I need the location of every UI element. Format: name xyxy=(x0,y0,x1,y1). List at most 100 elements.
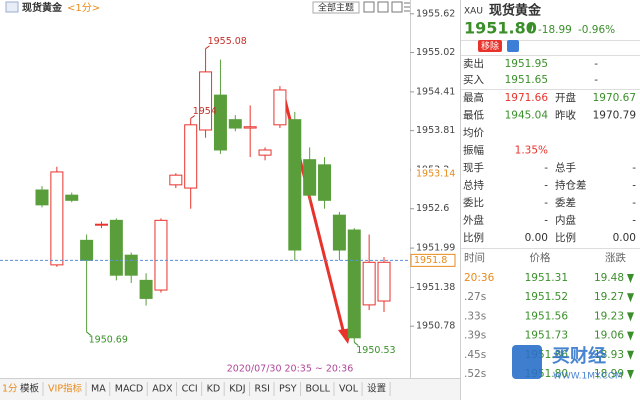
quote-label: 最低 xyxy=(463,109,484,122)
candle-body xyxy=(50,171,64,266)
y-tick-label: 1950.78 xyxy=(416,321,455,332)
icon-settings[interactable] xyxy=(391,1,403,13)
remove-button[interactable] xyxy=(478,40,502,52)
trade-cell: 19.06 xyxy=(594,330,624,342)
alert-button[interactable] xyxy=(507,40,519,52)
trade-down-arrow xyxy=(627,350,634,360)
toolbar-item[interactable]: MA xyxy=(91,384,106,395)
toolbar-period[interactable]: 1分 xyxy=(2,384,18,395)
trades-header: 涨跌 xyxy=(605,251,626,264)
y-tick-label: 1953.81 xyxy=(416,125,455,136)
quote-label: 委比 xyxy=(463,196,484,209)
icon-logo xyxy=(5,1,19,13)
candle-body xyxy=(273,89,287,126)
trade-down-arrow xyxy=(627,331,634,341)
extreme-label: 1950.69 xyxy=(89,334,128,345)
quote-label: 买入 xyxy=(463,74,484,86)
toolbar-item[interactable]: CCI xyxy=(182,384,198,395)
quote-value: 1951.65 xyxy=(505,74,548,86)
toolbar-item[interactable]: MACD xyxy=(115,384,143,395)
change-pct: -0.96% xyxy=(578,24,615,36)
theme-button-label[interactable]: 全部主题 xyxy=(318,2,354,14)
remove-button-label[interactable]: 移除 xyxy=(481,40,499,52)
quote-label: 持仓差 xyxy=(555,179,587,192)
toolbar-item[interactable]: KDJ xyxy=(229,384,245,395)
candle-body xyxy=(228,119,242,129)
toolbar-item[interactable]: 设置 xyxy=(367,384,386,395)
y-tick-label: 1951.38 xyxy=(416,282,455,293)
toolbar-item[interactable]: RSI xyxy=(255,384,270,395)
quote-label: 内盘 xyxy=(555,214,576,227)
toolbar-item[interactable]: 模板 xyxy=(20,383,40,395)
candle-body xyxy=(303,159,317,196)
candle-body xyxy=(213,94,227,151)
toolbar-item[interactable]: KD xyxy=(207,384,221,395)
watermark-brand: 买财经 xyxy=(552,345,606,367)
candle-body xyxy=(154,219,168,291)
candle-body xyxy=(332,214,346,251)
candle-body xyxy=(377,261,391,302)
quote-label: 卖出 xyxy=(463,57,484,70)
quote-value: 1970.67 xyxy=(593,92,636,104)
quote-value: - xyxy=(594,74,598,86)
quote-label: 开盘 xyxy=(555,91,576,104)
last-price-label: 1951.8 xyxy=(414,255,447,266)
trade-cell: 18.93 xyxy=(594,349,624,361)
extreme-label: 1955.08 xyxy=(208,36,247,47)
y-tick-label: 1955.62 xyxy=(416,8,455,19)
y-tick-label: 1952.6 xyxy=(416,203,449,214)
last-price-tag xyxy=(410,253,456,267)
trade-cell: 19.48 xyxy=(594,272,624,284)
quote-label: 振幅 xyxy=(463,144,484,157)
toolbar-item[interactable]: VOL xyxy=(339,384,359,395)
y-tick-label: 1954.41 xyxy=(416,86,455,97)
y-tick-label: 1951.99 xyxy=(416,243,455,254)
candle-body xyxy=(184,124,198,189)
candle-body xyxy=(243,126,257,129)
trade-cell: 18.99 xyxy=(594,368,624,380)
quote-label: 外盘 xyxy=(463,214,484,227)
quote-label: 总手 xyxy=(555,161,576,174)
extreme-leader xyxy=(86,331,91,336)
watermark-logo xyxy=(512,345,542,379)
down-arrow xyxy=(528,24,533,33)
icon-window[interactable] xyxy=(363,1,375,13)
trade-down-arrow xyxy=(627,312,634,322)
trade-cell: 19.23 xyxy=(594,310,624,322)
candle-body xyxy=(35,189,49,206)
quote-value: 0.00 xyxy=(525,232,548,244)
trade-cell: .27s xyxy=(464,291,486,303)
candle-body xyxy=(199,71,213,131)
toolbar-item[interactable]: PSY xyxy=(279,384,297,395)
toolbar-item[interactable]: ADX xyxy=(152,384,173,395)
quote-label: 最高 xyxy=(463,91,484,104)
trade-down-arrow xyxy=(627,370,634,379)
candle-body xyxy=(80,239,94,261)
symbol: XAU xyxy=(464,7,483,17)
trade-cell: 1951.56 xyxy=(525,310,569,322)
trade-down-arrow xyxy=(627,293,634,303)
quote-label: 比例 xyxy=(555,231,576,244)
toolbar-item[interactable]: BOLL xyxy=(306,384,331,395)
price: 1951.80 xyxy=(464,19,537,38)
toolbar-item[interactable]: VIP指标 xyxy=(48,383,83,395)
theme-button[interactable] xyxy=(312,1,360,14)
trade-cell: 1951.31 xyxy=(525,272,568,284)
trade-cell: .52s xyxy=(464,368,486,380)
quote-value: 1970.79 xyxy=(593,110,636,122)
quote-value: 1945.04 xyxy=(505,110,549,122)
candle-body xyxy=(139,279,153,299)
quote-value: 1971.66 xyxy=(505,92,549,104)
quote-value: 1.35% xyxy=(515,145,548,157)
trade-cell: .39s xyxy=(464,330,486,342)
candle-body xyxy=(94,223,108,226)
candle-body xyxy=(169,174,183,186)
quote-value: - xyxy=(544,180,548,192)
candle-body xyxy=(124,254,138,276)
trades-header: 时间 xyxy=(464,251,485,264)
icon-zoom[interactable] xyxy=(377,1,389,13)
candle-body xyxy=(362,261,376,306)
trade-down-arrow xyxy=(627,274,634,283)
